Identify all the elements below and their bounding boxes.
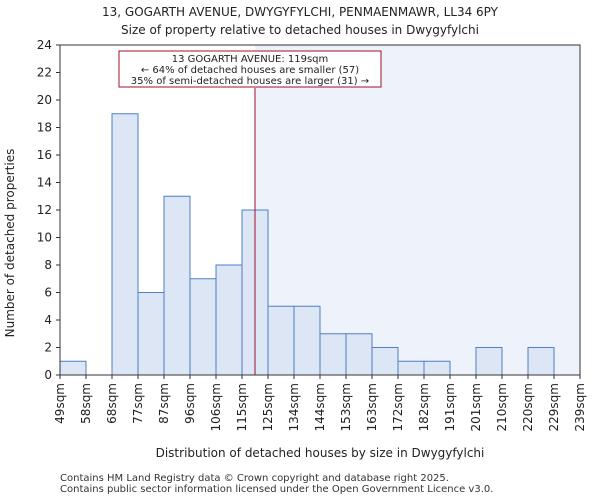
bar-134sqm	[293, 305, 321, 376]
x-tick-label-201sqm: 201sqm	[469, 383, 483, 431]
x-tick-label-144sqm: 144sqm	[313, 383, 327, 431]
annotation-line1: 13 GOGARTH AVENUE: 119sqm	[172, 54, 329, 65]
x-tick-label-77sqm: 77sqm	[131, 383, 145, 424]
y-tick-label-4: 4	[44, 313, 52, 327]
x-axis-label: Distribution of detached houses by size …	[156, 446, 485, 460]
x-tick-label-153sqm: 153sqm	[339, 383, 353, 431]
x-tick-label-220sqm: 220sqm	[521, 383, 535, 431]
x-tick-label-134sqm: 134sqm	[287, 383, 301, 431]
y-tick-label-0: 0	[44, 368, 52, 382]
x-tick-label-106sqm: 106sqm	[209, 383, 223, 431]
y-tick-label-2: 2	[44, 341, 52, 355]
annotation-line3: 35% of semi-detached houses are larger (…	[131, 76, 369, 87]
y-tick-label-20: 20	[37, 93, 52, 107]
bar-172sqm	[397, 360, 425, 376]
bar-153sqm	[345, 333, 373, 376]
annotation-border	[118, 50, 382, 88]
x-tick-label-49sqm: 49sqm	[53, 383, 67, 424]
bar-144sqm	[319, 333, 347, 376]
bar-96sqm	[189, 278, 217, 376]
bar-182sqm	[423, 360, 451, 376]
x-tick-label-210sqm: 210sqm	[495, 383, 509, 431]
bar-87sqm	[163, 195, 191, 376]
plot-frame	[59, 44, 581, 376]
x-tick-label-68sqm: 68sqm	[105, 383, 119, 424]
annotation-line2: ← 64% of detached houses are smaller (57…	[141, 65, 359, 76]
bar-106sqm	[215, 264, 243, 376]
y-tick-label-22: 22	[37, 66, 52, 80]
footer: Contains HM Land Registry data © Crown c…	[60, 473, 493, 495]
x-tick-label-58sqm: 58sqm	[79, 383, 93, 424]
y-tick-label-16: 16	[37, 148, 52, 162]
footer-line1: Contains HM Land Registry data © Crown c…	[60, 473, 449, 484]
annotation-box: 13 GOGARTH AVENUE: 119sqm ← 64% of detac…	[118, 50, 382, 88]
x-tick-label-191sqm: 191sqm	[443, 383, 457, 431]
x-tick-label-182sqm: 182sqm	[417, 383, 431, 431]
x-tick-label-172sqm: 172sqm	[391, 383, 405, 431]
bar-201sqm	[475, 347, 503, 376]
bar-49sqm	[59, 360, 87, 376]
bar-163sqm	[371, 347, 399, 376]
chart-subtitle: Size of property relative to detached ho…	[121, 23, 479, 37]
chart-title: 13, GOGARTH AVENUE, DWYGYFYLCHI, PENMAEN…	[102, 5, 499, 19]
bar-77sqm	[137, 292, 165, 376]
y-tick-label-10: 10	[37, 231, 52, 245]
x-tick-label-125sqm: 125sqm	[261, 383, 275, 431]
x-tick-label-239sqm: 239sqm	[573, 383, 587, 431]
y-tick-label-12: 12	[37, 203, 52, 217]
y-tick-label-14: 14	[37, 176, 52, 190]
bar-68sqm	[111, 113, 139, 376]
footer-line2: Contains public sector information licen…	[60, 484, 494, 495]
x-tick-label-163sqm: 163sqm	[365, 383, 379, 431]
histogram-chart: 13, GOGARTH AVENUE, DWYGYFYLCHI, PENMAEN…	[3, 5, 587, 460]
x-tick-label-96sqm: 96sqm	[183, 383, 197, 424]
bar-220sqm	[527, 347, 555, 376]
x-tick-label-115sqm: 115sqm	[235, 383, 249, 431]
y-tick-label-24: 24	[37, 38, 52, 52]
bar-125sqm	[267, 305, 295, 376]
y-axis-label: Number of detached properties	[3, 149, 17, 338]
x-tick-label-229sqm: 229sqm	[547, 383, 561, 431]
x-tick-label-87sqm: 87sqm	[157, 383, 171, 424]
y-tick-label-6: 6	[44, 286, 52, 300]
y-tick-label-8: 8	[44, 258, 52, 272]
y-tick-label-18: 18	[37, 121, 52, 135]
